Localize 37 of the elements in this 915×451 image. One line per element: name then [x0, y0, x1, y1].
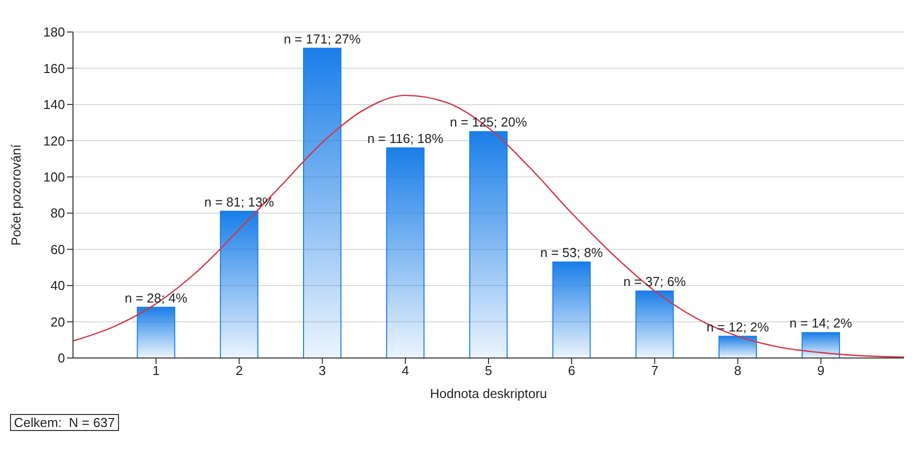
bar — [303, 48, 342, 358]
y-tick-label: 180 — [43, 24, 65, 40]
y-tick-label: 40 — [50, 278, 65, 294]
y-tick-label: 100 — [43, 170, 65, 185]
x-axis-title: Hodnota deskriptoru — [430, 386, 548, 401]
y-tick-label: 140 — [43, 97, 65, 112]
y-tick-label: 80 — [50, 206, 65, 221]
data-label: n = 37; 6% — [623, 274, 686, 289]
bar — [802, 332, 840, 358]
x-tick-label: 5 — [484, 363, 492, 378]
y-tick-label: 20 — [50, 314, 65, 330]
y-tick-label: 60 — [50, 242, 65, 257]
x-tick-label: 2 — [236, 363, 243, 378]
y-tick-label: 120 — [43, 133, 65, 148]
bar — [220, 210, 258, 358]
bar — [718, 336, 757, 358]
data-label: n = 28; 4% — [124, 290, 188, 306]
data-label: n = 116; 18% — [367, 130, 444, 146]
y-tick-label: 0 — [58, 350, 65, 366]
x-tick-label: 4 — [402, 363, 410, 378]
data-label: n = 53; 8% — [540, 245, 604, 260]
bar — [386, 147, 425, 358]
data-label: n = 14; 2% — [790, 316, 853, 331]
x-tick-label: 7 — [651, 363, 658, 378]
x-tick-label: 6 — [568, 363, 576, 378]
bar — [635, 290, 674, 358]
data-label: n = 171; 27% — [284, 31, 362, 46]
y-axis-title: Počet pozorování — [8, 144, 24, 246]
bar — [469, 131, 508, 358]
bar — [552, 262, 591, 358]
y-tick-label: 160 — [43, 60, 65, 76]
x-tick-label: 1 — [152, 363, 160, 378]
x-tick-label: 9 — [817, 363, 825, 378]
bar — [136, 306, 176, 358]
x-tick-label: 3 — [318, 363, 326, 378]
text: Celkem: N = 637 — [10, 414, 119, 431]
x-tick-label: 8 — [734, 363, 742, 378]
